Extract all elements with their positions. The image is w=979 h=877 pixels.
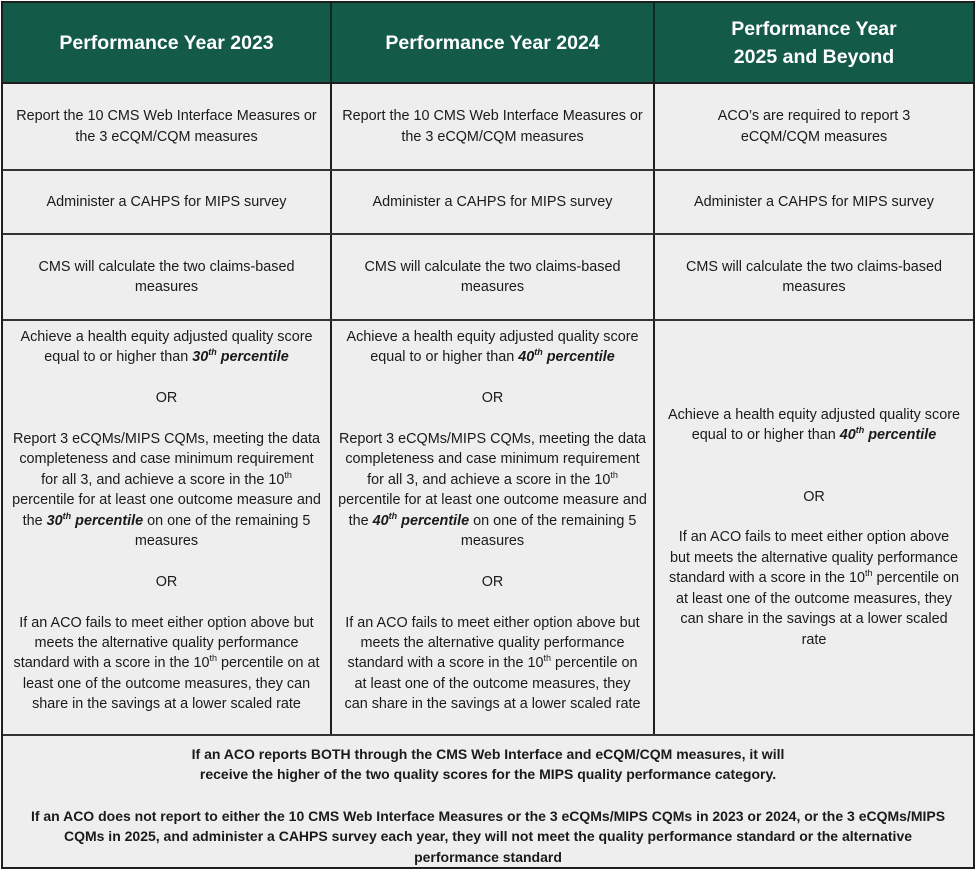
header-2025-label-line2: 2025 and Beyond [733, 45, 895, 68]
standard-2023-option3: If an ACO fails to meet either option ab… [13, 614, 320, 713]
header-2023: Performance Year 2023 [3, 3, 332, 82]
standard-2023-option2: Report 3 eCQMs/MIPS CQMs, meeting the da… [12, 431, 321, 550]
survey-2024: Administer a CAHPS for MIPS survey [332, 171, 655, 233]
footer-note-both-reporting: If an ACO reports BOTH through the CMS W… [191, 746, 785, 783]
header-2025-label-line1: Performance Year [731, 17, 897, 40]
header-2024: Performance Year 2024 [332, 3, 655, 82]
standard-2025: Achieve a health equity adjusted quality… [655, 321, 973, 734]
footer-notes: If an ACO reports BOTH through the CMS W… [3, 736, 973, 867]
standard-2023: Achieve a health equity adjusted quality… [3, 321, 332, 734]
performance-standard-row: Achieve a health equity adjusted quality… [3, 321, 973, 736]
claims-row: CMS will calculate the two claims-based … [3, 235, 973, 321]
header-2024-label: Performance Year 2024 [385, 31, 600, 54]
header-2025: Performance Year 2025 and Beyond [655, 3, 973, 82]
survey-2025: Administer a CAHPS for MIPS survey [694, 193, 934, 210]
or-separator: OR [481, 390, 504, 407]
standard-2024-option1: Achieve a health equity adjusted quality… [346, 329, 639, 366]
standard-2024: Achieve a health equity adjusted quality… [332, 321, 655, 734]
or-separator: OR [155, 390, 178, 407]
or-separator: OR [481, 573, 504, 590]
header-row: Performance Year 2023 Performance Year 2… [3, 3, 973, 84]
survey-2023: Administer a CAHPS for MIPS survey [3, 171, 332, 233]
footer-note-non-reporting: If an ACO does not report to either the … [30, 807, 946, 865]
claims-2024: CMS will calculate the two claims-based … [332, 235, 655, 319]
claims-2025: CMS will calculate the two claims-based … [686, 258, 942, 295]
reporting-row: Report the 10 CMS Web Interface Measures… [3, 84, 973, 171]
or-separator: OR [803, 488, 825, 505]
reporting-2023: Report the 10 CMS Web Interface Measures… [3, 84, 332, 169]
or-separator: OR [155, 573, 178, 590]
standard-2023-option1: Achieve a health equity adjusted quality… [20, 329, 313, 366]
standard-2024-option2: Report 3 eCQMs/MIPS CQMs, meeting the da… [338, 431, 647, 550]
standard-2025-option3: If an ACO fails to meet either option ab… [669, 529, 959, 648]
header-2023-label: Performance Year 2023 [59, 31, 274, 54]
reporting-2024: Report the 10 CMS Web Interface Measures… [332, 84, 655, 169]
survey-row: Administer a CAHPS for MIPS survey Admin… [3, 171, 973, 235]
standard-2025-option1: Achieve a health equity adjusted quality… [668, 407, 960, 444]
claims-2023: CMS will calculate the two claims-based … [3, 235, 332, 319]
reporting-2025: ACO’s are required to report 3 eCQM/CQM … [717, 108, 911, 145]
standard-2024-option3: If an ACO fails to meet either option ab… [344, 614, 641, 713]
